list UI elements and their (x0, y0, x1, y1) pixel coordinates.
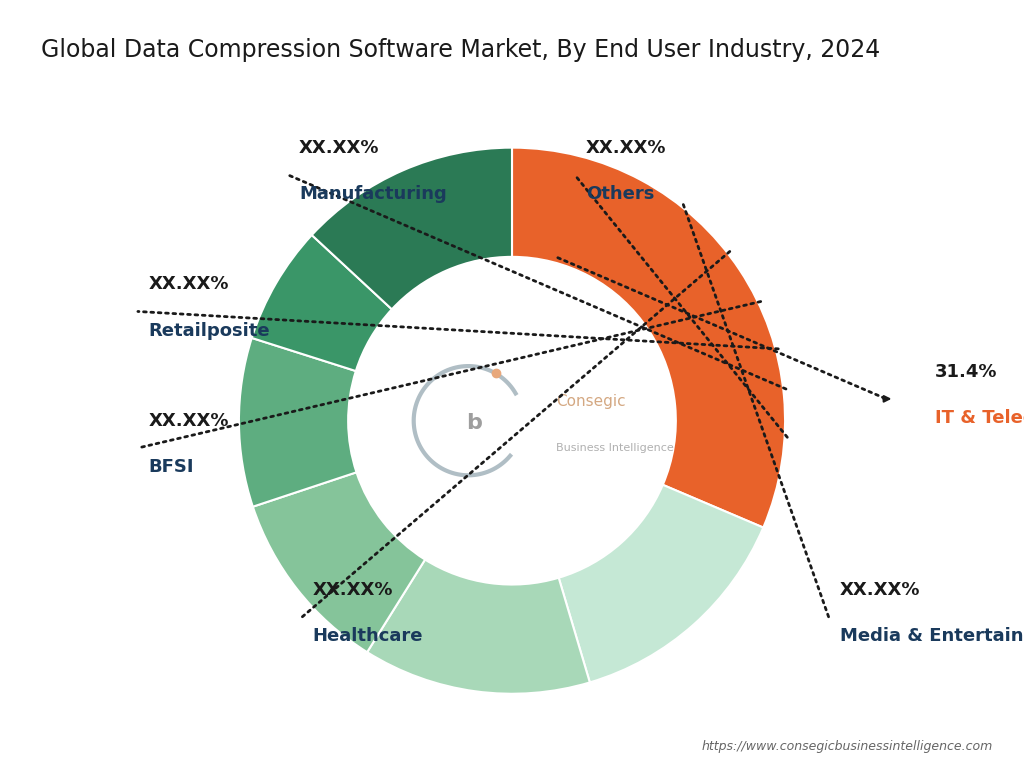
Text: XX.XX%: XX.XX% (312, 581, 393, 599)
Wedge shape (253, 472, 425, 652)
Text: Manufacturing: Manufacturing (299, 185, 446, 203)
Text: Global Data Compression Software Market, By End User Industry, 2024: Global Data Compression Software Market,… (41, 38, 881, 62)
Circle shape (348, 257, 676, 584)
Text: Business Intelligence: Business Intelligence (556, 443, 674, 453)
Text: BFSI: BFSI (148, 458, 195, 476)
Text: XX.XX%: XX.XX% (148, 412, 229, 429)
Wedge shape (512, 147, 785, 528)
Text: https://www.consegicbusinessintelligence.com: https://www.consegicbusinessintelligence… (702, 740, 993, 753)
Wedge shape (311, 147, 512, 310)
Text: b: b (466, 413, 481, 433)
Wedge shape (239, 338, 356, 507)
Text: XX.XX%: XX.XX% (586, 139, 667, 157)
Wedge shape (252, 235, 392, 371)
Wedge shape (559, 485, 763, 683)
Text: Media & Entertainment: Media & Entertainment (840, 627, 1024, 645)
Text: Retailposite: Retailposite (148, 322, 270, 339)
Text: XX.XX%: XX.XX% (299, 139, 380, 157)
Text: Others: Others (586, 185, 654, 203)
Text: XX.XX%: XX.XX% (148, 275, 229, 293)
Wedge shape (368, 560, 590, 694)
Text: IT & Telecom: IT & Telecom (935, 409, 1024, 427)
Text: Consegic: Consegic (556, 394, 626, 409)
Text: Healthcare: Healthcare (312, 627, 423, 645)
Text: XX.XX%: XX.XX% (840, 581, 921, 599)
Text: 31.4%: 31.4% (935, 362, 997, 380)
